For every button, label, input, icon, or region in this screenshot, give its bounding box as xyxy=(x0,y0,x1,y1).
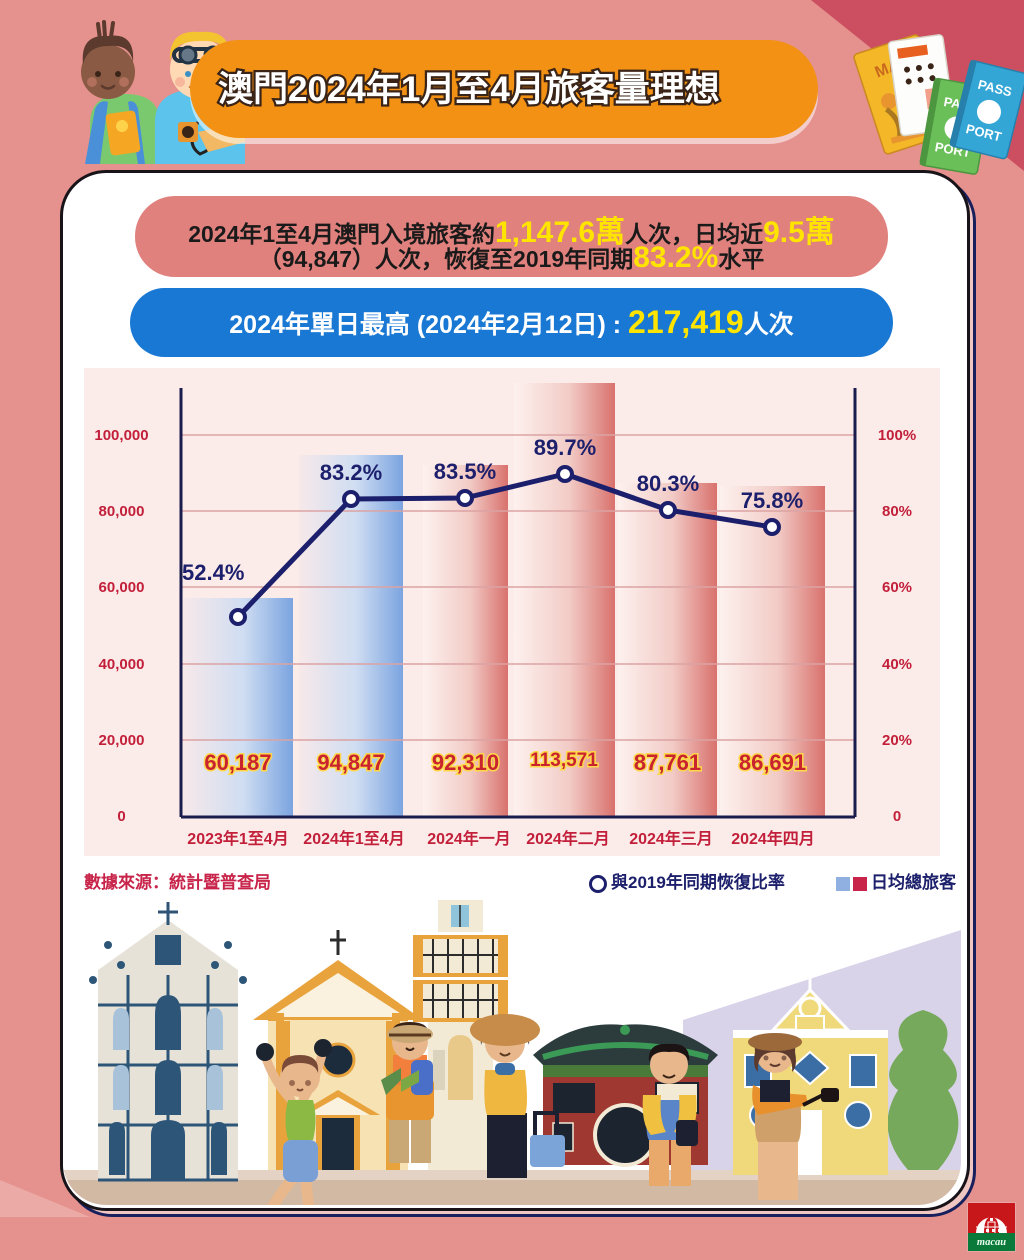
svg-text:macau: macau xyxy=(977,1237,1006,1248)
